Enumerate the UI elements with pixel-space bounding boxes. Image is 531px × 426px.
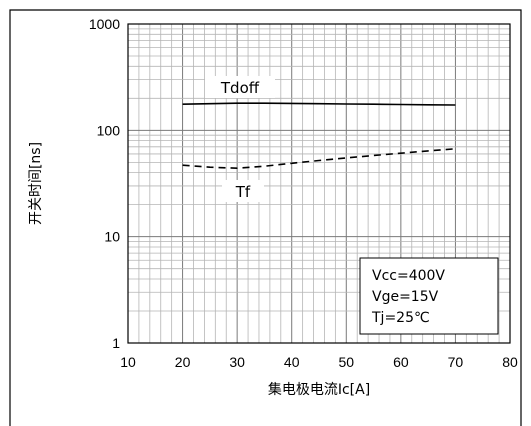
x-axis-label: 集电极电流Ic[A] — [268, 381, 370, 398]
y-tick-label: 100 — [97, 122, 121, 138]
y-tick-label: 10 — [104, 229, 120, 245]
condition-vcc: Vcc=400V — [372, 268, 445, 284]
series-label-tdoff-plate — [205, 76, 275, 98]
series — [182, 102, 456, 170]
x-tick-label: 40 — [284, 354, 300, 370]
series-label-tdoff: Tdoff — [220, 79, 260, 97]
y-axis-label: 开关时间[ns] — [28, 142, 44, 225]
conditions-box-frame — [359, 257, 499, 335]
x-tick-label: 10 — [120, 354, 136, 370]
x-tick-label: 60 — [393, 354, 409, 370]
series-label-tf: Tf — [235, 183, 251, 201]
condition-vge: Vge=15V — [372, 289, 439, 305]
series-line-tf — [182, 148, 456, 170]
series-label-tf-plate — [222, 180, 264, 202]
figure-frame — [9, 9, 522, 426]
condition-tj: Tj=25℃ — [371, 310, 430, 326]
x-tick-label: 20 — [175, 354, 191, 370]
x-tick-label: 50 — [338, 354, 354, 370]
y-tick-label: 1 — [112, 335, 120, 351]
conditions-box: Vcc=400V Vge=15V Tj=25℃ — [359, 257, 499, 335]
x-tick-label: 30 — [229, 354, 245, 370]
x-tick-label: 70 — [448, 354, 464, 370]
y-tick-label: 1000 — [89, 16, 120, 32]
plot-frame — [127, 23, 511, 344]
series-line-tdoff — [182, 102, 456, 106]
labels: 开关时间[ns] 集电极电流Ic[A] Tdoff Tf — [28, 76, 370, 398]
x-tick-label: 80 — [502, 354, 518, 370]
